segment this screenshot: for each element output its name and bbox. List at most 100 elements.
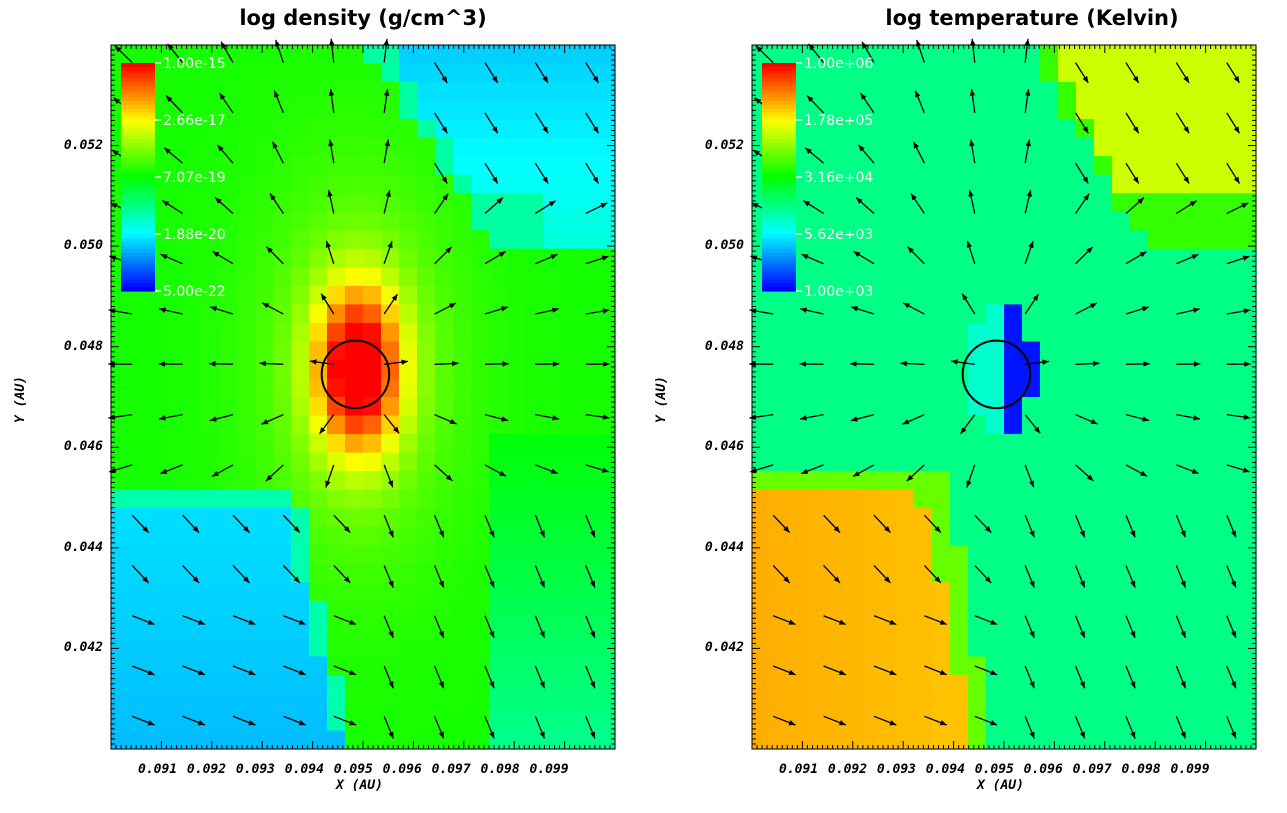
heatmap-cell: [363, 489, 382, 509]
heatmap-cell: [914, 637, 933, 657]
heatmap-cell: [770, 545, 789, 565]
heatmap-cell: [273, 322, 292, 343]
heatmap-cell: [345, 248, 364, 268]
heatmap-cell: [1148, 563, 1167, 583]
heatmap-cell: [201, 174, 220, 194]
heatmap-cell: [417, 600, 436, 620]
heatmap-cell: [435, 193, 454, 213]
heatmap-cell: [932, 452, 951, 472]
heatmap-cell: [417, 230, 436, 250]
heatmap-cell: [345, 489, 364, 509]
heatmap-cell: [1166, 397, 1185, 417]
heatmap-cell: [770, 341, 789, 361]
heatmap-cell: [291, 137, 310, 157]
heatmap-cell: [237, 674, 256, 695]
heatmap-cell: [1166, 452, 1185, 472]
heatmap-cell: [1112, 267, 1131, 287]
colorbar-segment: [762, 192, 796, 197]
heatmap-cell: [932, 693, 951, 713]
heatmap-cell: [1040, 415, 1059, 435]
heatmap-cell: [309, 545, 328, 565]
heatmap-cell: [471, 526, 490, 546]
heatmap-cell: [381, 619, 400, 639]
heatmap-cell: [1184, 285, 1203, 305]
heatmap-cell: [561, 563, 580, 583]
heatmap-cell: [1184, 545, 1203, 565]
colorbar-segment: [762, 63, 796, 68]
heatmap-cell: [806, 656, 825, 676]
heatmap-cell: [525, 230, 544, 250]
heatmap-cell: [237, 322, 256, 343]
heatmap-cell: [507, 359, 526, 380]
heatmap-cell: [968, 211, 987, 231]
heatmap-cell: [1058, 415, 1077, 435]
heatmap-cell: [129, 322, 148, 343]
heatmap-cell: [1220, 322, 1239, 343]
heatmap-cell: [950, 415, 969, 435]
heatmap-cell: [1184, 45, 1203, 65]
heatmap-cell: [950, 711, 969, 732]
heatmap-cell: [1184, 341, 1203, 361]
heatmap-cell: [309, 508, 328, 528]
heatmap-cell: [1004, 545, 1023, 565]
heatmap-cell: [788, 526, 807, 546]
heatmap-cell: [1148, 230, 1167, 250]
heatmap-cell: [255, 193, 274, 213]
heatmap-cell: [363, 619, 382, 639]
heatmap-cell: [1040, 545, 1059, 565]
heatmap-cell: [986, 211, 1005, 231]
heatmap-cell: [237, 434, 256, 454]
heatmap-cell: [201, 322, 220, 343]
heatmap-cell: [1220, 637, 1239, 657]
heatmap-cell: [1238, 378, 1257, 398]
heatmap-cell: [183, 341, 202, 361]
heatmap-cell: [896, 267, 915, 287]
heatmap-cell: [255, 211, 274, 231]
heatmap-cell: [237, 452, 256, 472]
heatmap-cell: [471, 452, 490, 472]
heatmap-cell: [345, 545, 364, 565]
heatmap-cell: [986, 359, 1005, 380]
colorbar-segment: [762, 116, 796, 121]
heatmap-cell: [255, 508, 274, 528]
heatmap-cell: [824, 545, 843, 565]
heatmap-cell: [1094, 489, 1113, 509]
heatmap-cell: [543, 137, 562, 157]
heatmap-cell: [345, 359, 364, 380]
heatmap-cell: [806, 248, 825, 268]
heatmap-cell: [968, 415, 987, 435]
heatmap-cell: [291, 230, 310, 250]
heatmap-cell: [471, 174, 490, 194]
heatmap-cell: [183, 45, 202, 65]
heatmap-cell: [770, 45, 789, 65]
heatmap-cell: [507, 378, 526, 398]
heatmap-cell: [1112, 82, 1131, 102]
heatmap-cell: [914, 545, 933, 565]
heatmap-cell: [1022, 508, 1041, 528]
colorbar-segment: [762, 154, 796, 159]
heatmap-cell: [842, 378, 861, 398]
heatmap-cell: [950, 693, 969, 713]
heatmap-cell: [1166, 637, 1185, 657]
heatmap-cell: [381, 63, 400, 83]
heatmap-cell: [1058, 174, 1077, 194]
heatmap-cell: [453, 267, 472, 287]
heatmap-cell: [111, 545, 130, 565]
heatmap-cell: [201, 582, 220, 602]
heatmap-cell: [291, 545, 310, 565]
heatmap-cell: [1040, 711, 1059, 732]
heatmap-cell: [543, 63, 562, 83]
heatmap-cell: [597, 137, 616, 157]
heatmap-cell: [507, 341, 526, 361]
heatmap-cell: [525, 248, 544, 268]
heatmap-cell: [1148, 434, 1167, 454]
heatmap-cell: [1022, 137, 1041, 157]
heatmap-cell: [932, 545, 951, 565]
heatmap-cell: [932, 82, 951, 102]
heatmap-cell: [1148, 341, 1167, 361]
heatmap-cell: [201, 63, 220, 83]
heatmap-cell: [381, 637, 400, 657]
x-tick-label: 0.091: [138, 762, 178, 777]
heatmap-cell: [1094, 100, 1113, 120]
heatmap-cell: [1148, 322, 1167, 343]
